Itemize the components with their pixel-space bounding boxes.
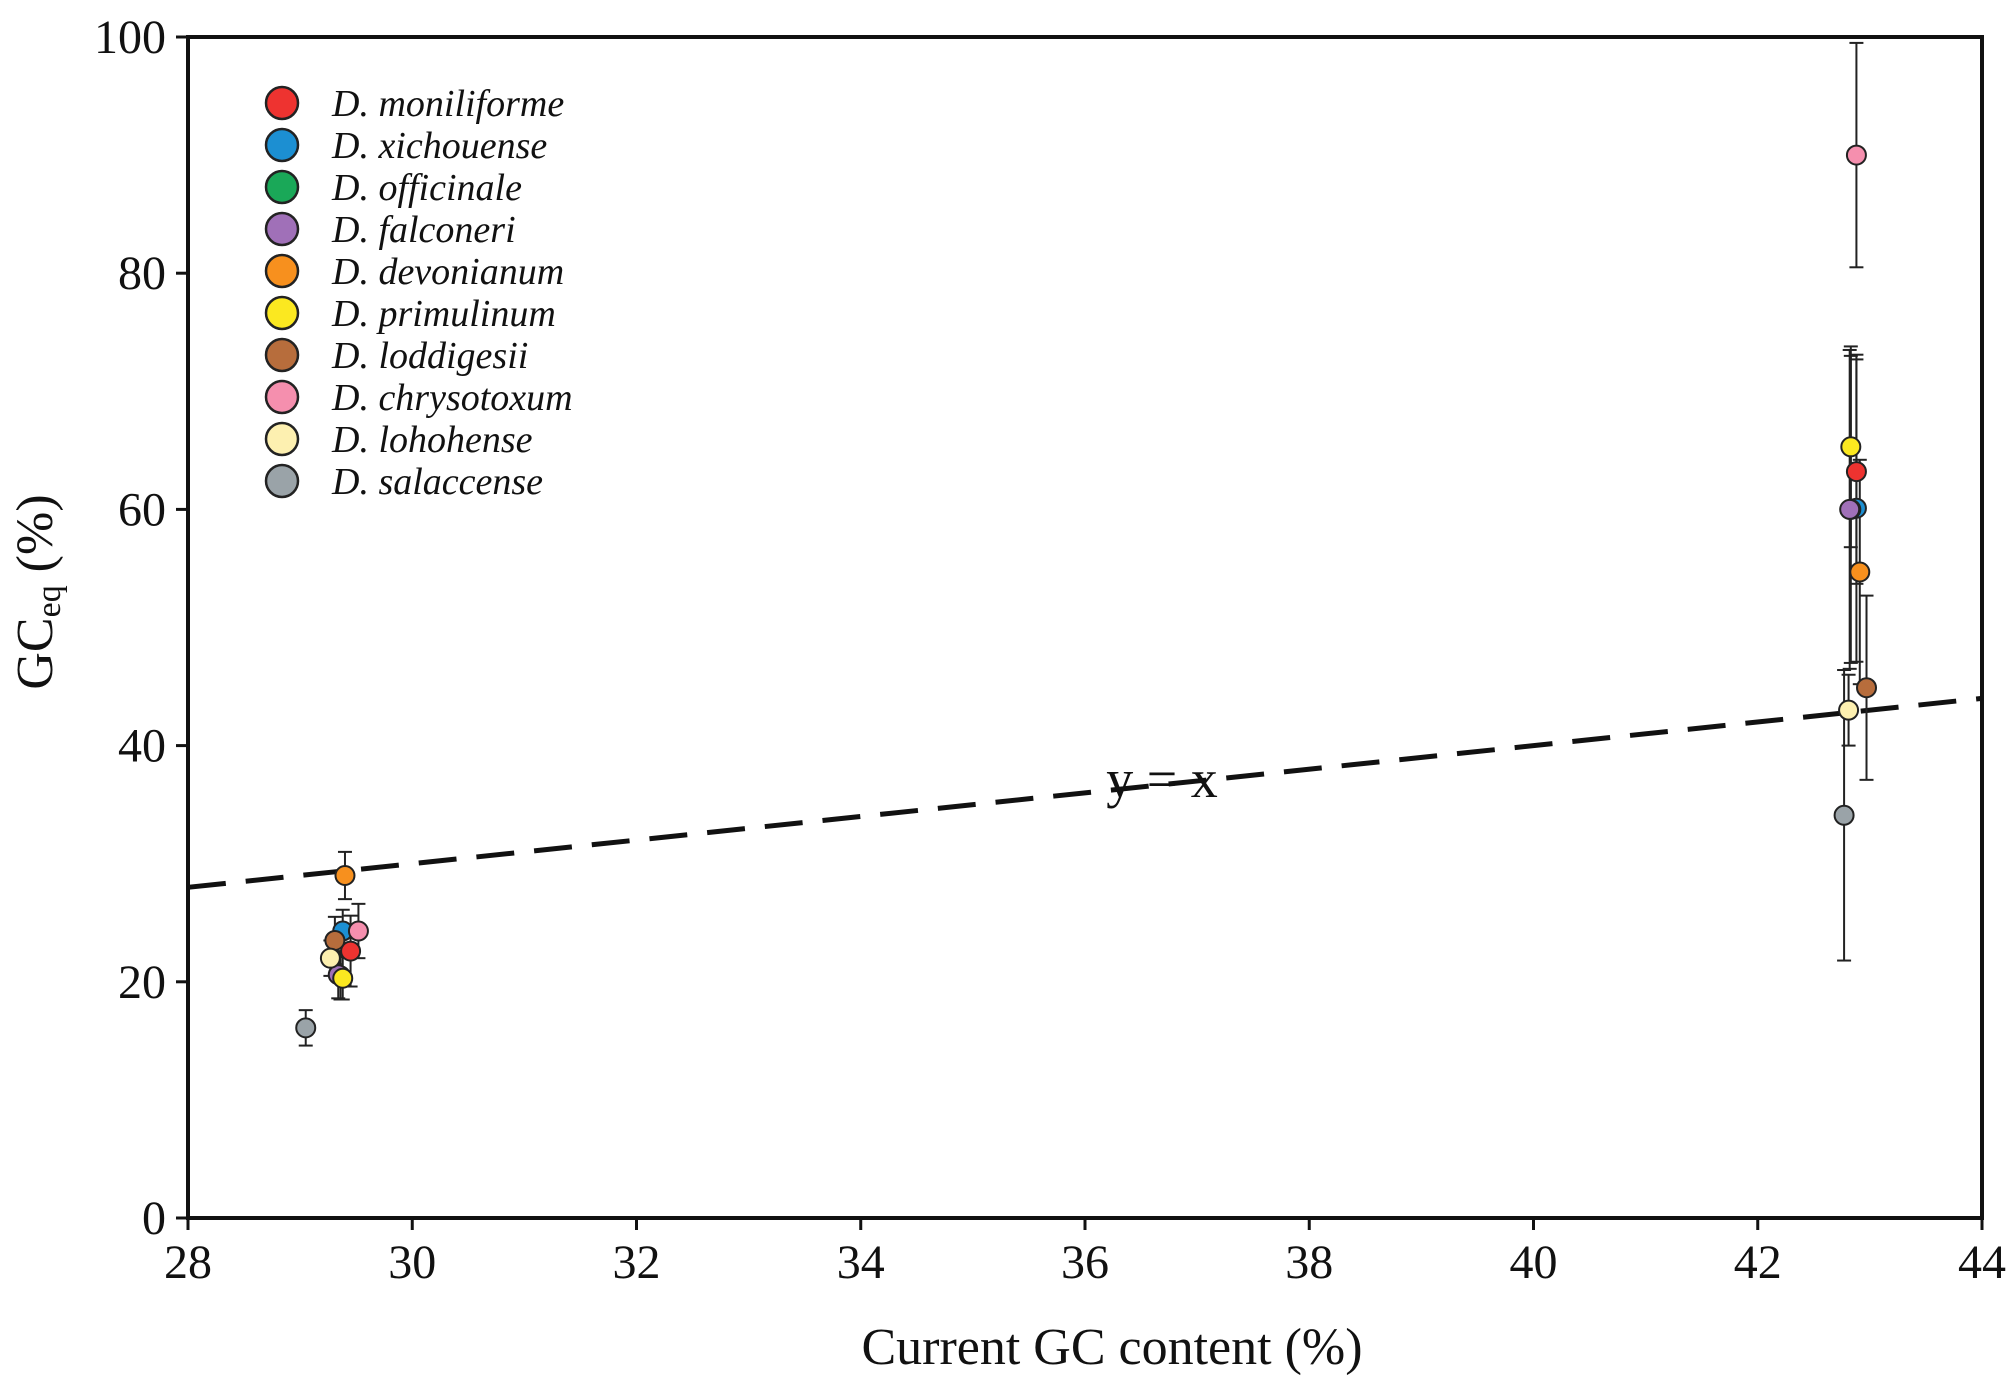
y-tick-label: 80 — [118, 247, 166, 300]
reference-line-label: y = x — [1106, 749, 1217, 809]
legend-marker — [264, 85, 300, 121]
data-point — [1833, 804, 1855, 826]
y-tick-label: 40 — [118, 720, 166, 773]
data-point — [334, 865, 356, 887]
x-tick-label: 30 — [388, 1236, 436, 1289]
y-axis-title: GCeq (%) — [7, 494, 68, 689]
data-point — [295, 1017, 317, 1039]
legend-label: D. chrysotoxum — [331, 377, 573, 419]
y-tick-label: 100 — [94, 11, 166, 64]
y-axis-title-main: GC — [7, 617, 64, 689]
x-tick-label: 34 — [837, 1236, 885, 1289]
x-tick-label: 38 — [1285, 1236, 1333, 1289]
legend-label: D. devonianum — [331, 251, 564, 293]
legend-marker — [264, 169, 300, 205]
y-tick-label: 0 — [142, 1192, 166, 1245]
y-tick-label: 20 — [118, 956, 166, 1009]
data-point — [1845, 461, 1867, 483]
x-tick-label: 44 — [1958, 1236, 2006, 1289]
data-point — [347, 920, 369, 942]
data-point — [1845, 144, 1867, 166]
reference-line — [187, 695, 1983, 890]
data-point — [319, 947, 341, 969]
legend-marker — [264, 295, 300, 331]
x-tick-label: 28 — [164, 1236, 212, 1289]
legend-label: D. primulinum — [331, 293, 556, 335]
x-axis-title: Current GC content (%) — [861, 1319, 1362, 1376]
data-point — [340, 940, 362, 962]
legend-marker — [264, 463, 300, 499]
data-point — [1849, 561, 1871, 583]
data-point — [1839, 498, 1861, 520]
y-tick-label: 60 — [118, 483, 166, 536]
y-axis-title-unit: (%) — [7, 494, 64, 585]
legend-label: D. xichouense — [331, 125, 547, 167]
legend-marker — [264, 379, 300, 415]
data-point — [324, 929, 346, 951]
legend-marker — [264, 127, 300, 163]
legend-label: D. falconeri — [331, 209, 516, 251]
x-tick-label: 42 — [1734, 1236, 1782, 1289]
legend-label: D. lohohense — [331, 419, 533, 461]
data-point — [1838, 699, 1860, 721]
data-point — [332, 967, 354, 989]
legend-marker — [264, 337, 300, 373]
legend-marker — [264, 253, 300, 289]
x-tick-label: 40 — [1510, 1236, 1558, 1289]
y-axis-title-subscript: eq — [31, 585, 68, 617]
x-tick-label: 32 — [613, 1236, 661, 1289]
legend-label: D. loddigesii — [331, 335, 528, 377]
data-point — [1840, 436, 1862, 458]
legend-marker — [264, 421, 300, 457]
legend-label: D. moniliforme — [331, 83, 564, 125]
legend-label: D. salaccense — [331, 461, 543, 503]
data-point — [1856, 677, 1878, 699]
legend-label: D. officinale — [331, 167, 522, 209]
x-tick-label: 36 — [1061, 1236, 1109, 1289]
legend-marker — [264, 211, 300, 247]
